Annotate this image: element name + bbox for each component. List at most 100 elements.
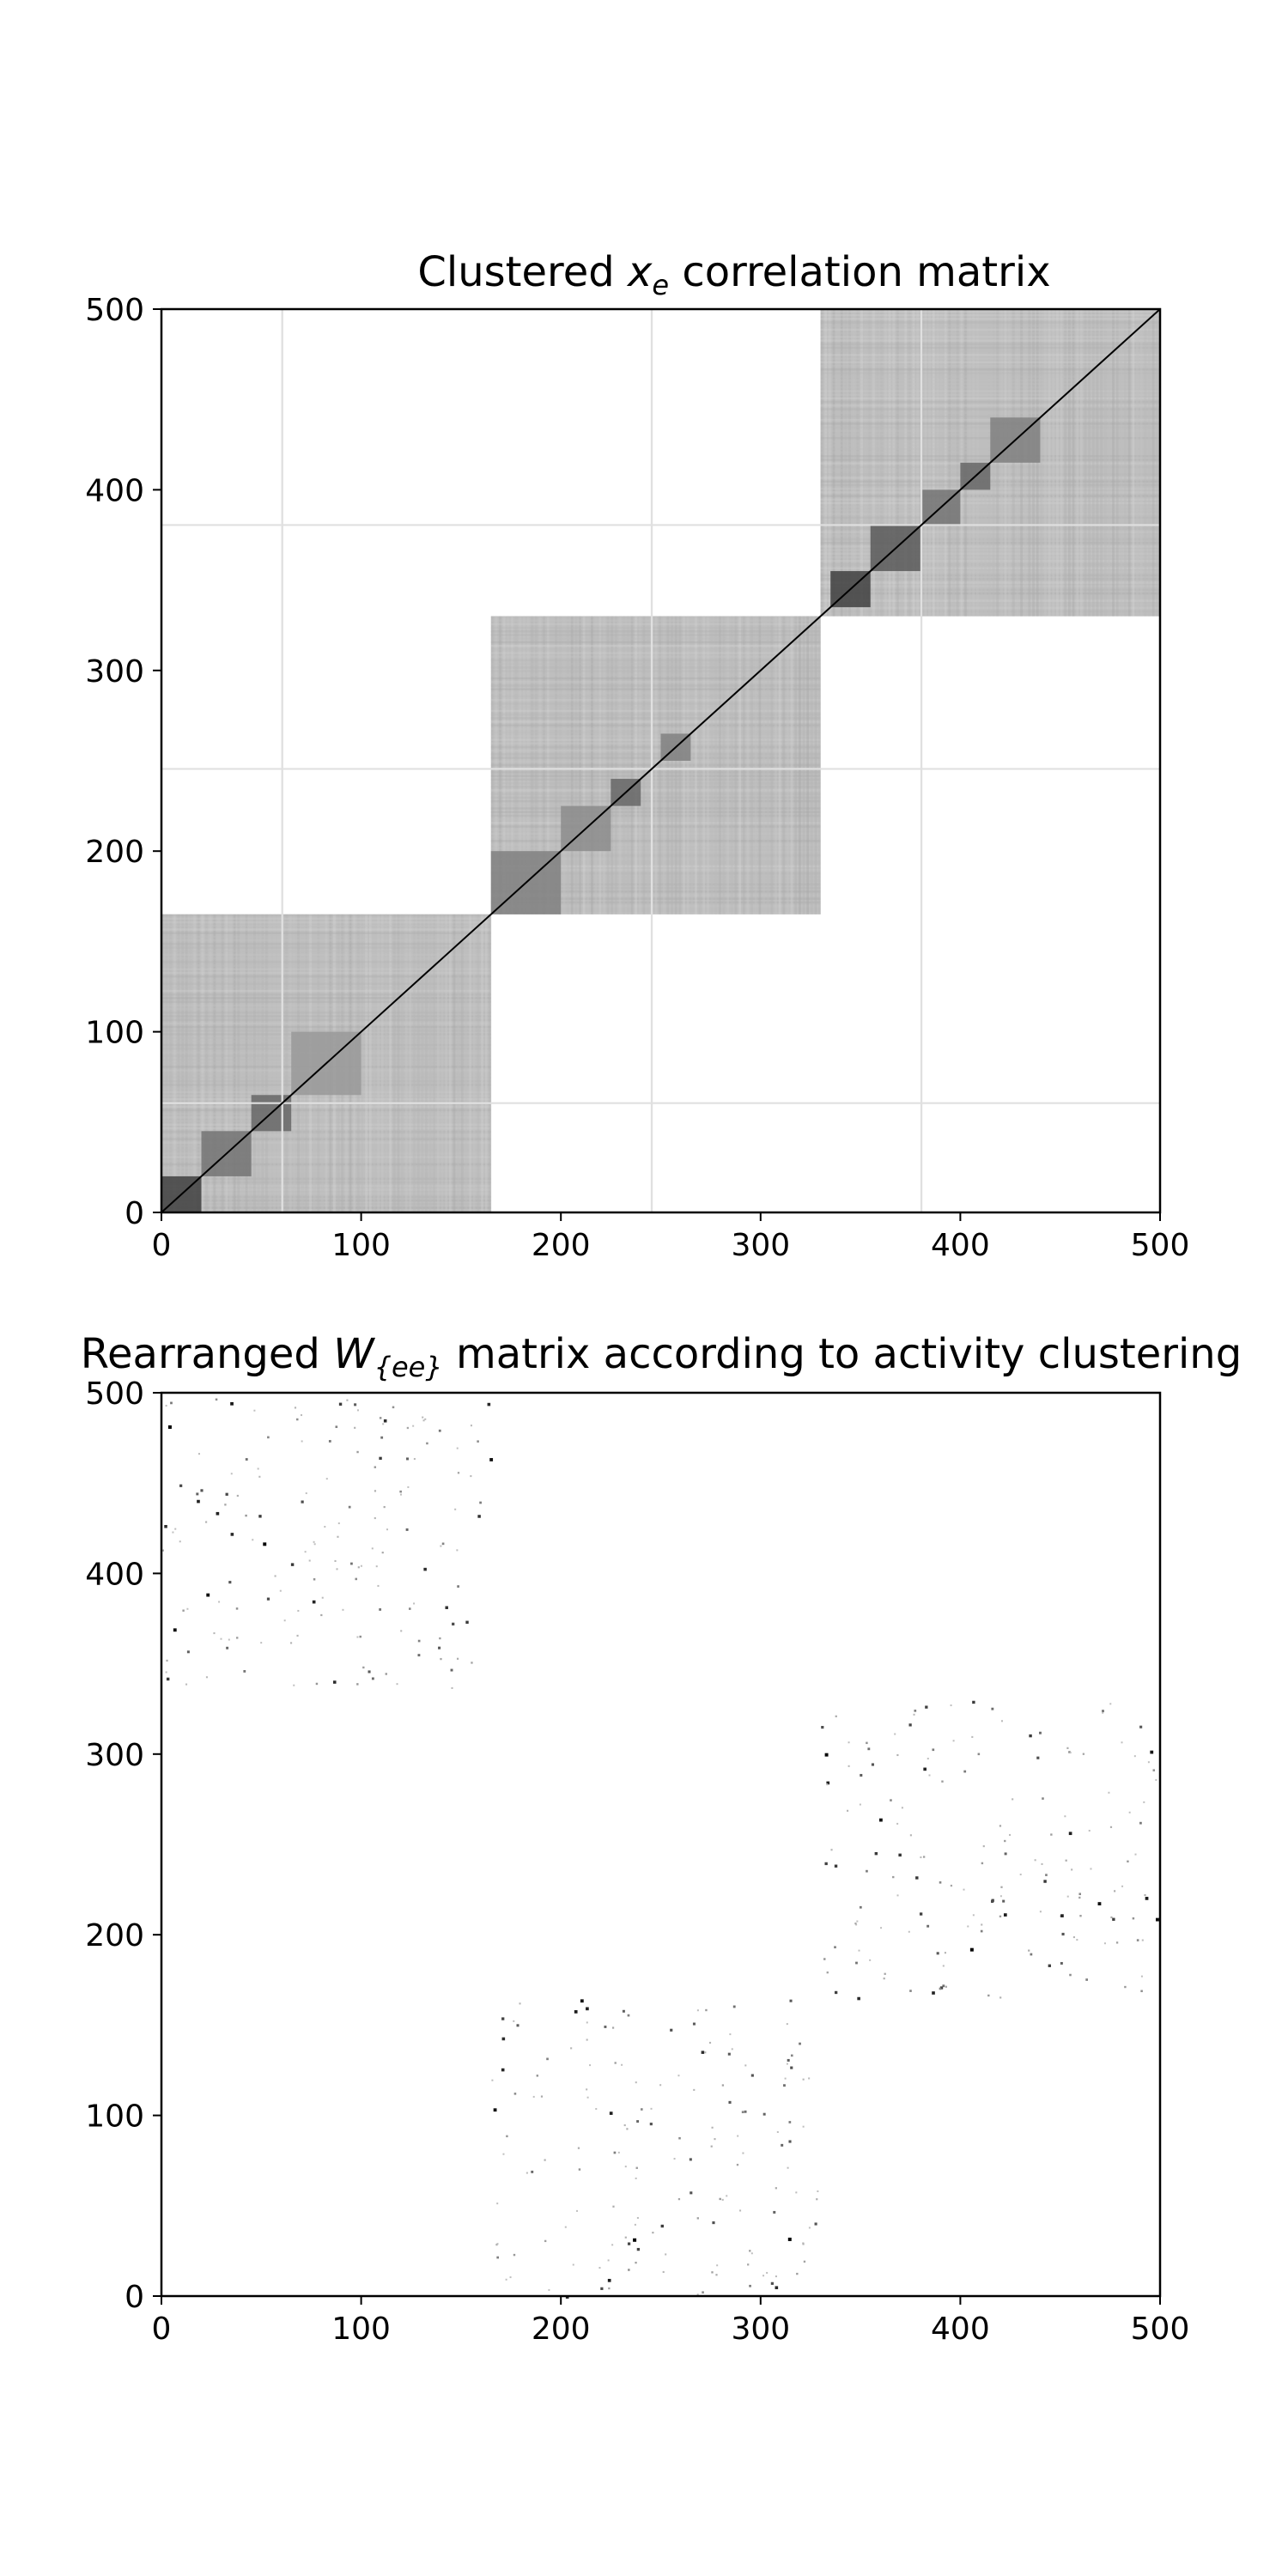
texture-stripe — [440, 914, 444, 1212]
weight-dot — [321, 1596, 324, 1599]
texture-stripe — [161, 979, 491, 981]
weight-dot — [677, 2197, 681, 2201]
texture-stripe — [562, 616, 566, 914]
weight-dot — [1071, 1868, 1073, 1871]
weight-dot — [635, 2166, 638, 2169]
weight-dot — [963, 1888, 965, 1891]
weight-dot — [1034, 1859, 1036, 1862]
weight-dot — [611, 2244, 614, 2246]
chart-2-axes: 0 100 200 300 400 500 0 100 200 300 400 500 — [85, 1376, 1189, 2347]
texture-stripe — [225, 914, 228, 1212]
weight-dot — [228, 1581, 232, 1584]
texture-stripe — [606, 616, 610, 914]
texture-stripe — [368, 914, 372, 1212]
texture-stripe — [820, 563, 1160, 566]
weight-dot — [808, 2227, 811, 2229]
texture-stripe — [490, 886, 821, 890]
weight-dot — [1156, 1917, 1159, 1922]
texture-stripe — [161, 1148, 491, 1151]
weight-dot — [866, 1741, 868, 1745]
texture-stripe — [161, 1127, 491, 1130]
texture-stripe — [820, 411, 1160, 415]
weight-dot — [379, 1608, 382, 1611]
weight-dot — [301, 1500, 304, 1504]
texture-stripe — [161, 1203, 491, 1206]
weight-dot — [977, 1753, 981, 1756]
texture-stripe — [490, 756, 821, 759]
weight-dot — [990, 1899, 994, 1904]
weight-dot — [501, 2017, 505, 2020]
weight-dot — [775, 2286, 779, 2290]
texture-stripe — [519, 616, 522, 914]
weight-dot — [471, 1662, 473, 1664]
weight-dot — [1112, 1917, 1115, 1921]
weight-dot — [824, 1862, 828, 1866]
weight-dot — [775, 2187, 777, 2190]
texture-stripe — [161, 1145, 491, 1148]
weight-dot — [1000, 1720, 1003, 1722]
weight-dot — [1028, 1949, 1030, 1952]
weight-dot — [357, 1566, 360, 1569]
weight-dot — [371, 1547, 374, 1550]
weight-dot — [913, 1713, 915, 1716]
weight-dot — [438, 1646, 441, 1649]
texture-stripe — [1151, 309, 1155, 617]
weight-dot — [857, 1996, 860, 2001]
texture-stripe — [820, 556, 1160, 559]
texture-stripe — [428, 914, 432, 1212]
texture-stripe — [241, 914, 244, 1212]
texture-stripe — [161, 1112, 491, 1115]
weight-dot — [896, 1894, 899, 1897]
texture-stripe — [820, 393, 1160, 396]
weight-dot — [294, 1406, 297, 1409]
weight-dot — [1003, 1913, 1007, 1917]
weight-dot — [532, 2095, 535, 2098]
weight-dot — [987, 1994, 990, 1997]
texture-stripe — [161, 982, 491, 985]
texture-stripe — [161, 1134, 491, 1137]
weight-dot — [197, 1453, 201, 1455]
weight-dot — [1043, 1880, 1047, 1883]
weight-dot — [173, 1628, 177, 1632]
weight-dot — [1114, 1890, 1116, 1893]
weight-dot — [614, 2062, 617, 2064]
weight-dot — [457, 1472, 460, 1474]
weight-dot — [334, 1559, 337, 1563]
texture-stripe — [490, 760, 821, 763]
weight-dot — [359, 1635, 361, 1638]
texture-stripe — [574, 616, 578, 914]
texture-stripe — [161, 1120, 491, 1122]
weight-dot — [305, 1492, 307, 1495]
texture-stripe — [490, 872, 821, 875]
weight-dot — [604, 2025, 607, 2028]
texture-stripe — [425, 914, 428, 1212]
weight-dot — [295, 1418, 299, 1421]
weight-dot — [690, 2191, 693, 2195]
weight-dot — [939, 1986, 944, 1990]
weight-dot — [692, 2022, 696, 2026]
texture-stripe — [161, 914, 491, 916]
weight-dot — [941, 1780, 944, 1783]
weight-dot — [981, 1923, 983, 1926]
weight-dot — [817, 2190, 819, 2192]
weight-dot — [165, 1405, 167, 1407]
texture-stripe — [490, 742, 821, 745]
weight-dot — [516, 2024, 519, 2027]
texture-stripe — [820, 382, 1160, 386]
weight-dot — [417, 1654, 421, 1657]
weight-dot — [304, 1551, 307, 1553]
weight-dot — [982, 1845, 985, 1848]
weight-dot — [711, 2126, 714, 2129]
weight-dot — [441, 1542, 445, 1546]
weight-dot — [1069, 1973, 1072, 1977]
texture-stripe — [490, 796, 821, 799]
texture-stripe — [916, 309, 920, 617]
texture-stripe — [820, 531, 1160, 533]
weight-dot — [236, 1637, 239, 1639]
texture-stripe — [1091, 309, 1095, 617]
weight-dot — [252, 1539, 254, 1541]
weight-dot — [220, 1637, 222, 1640]
weight-dot — [628, 2269, 630, 2271]
texture-stripe — [683, 616, 685, 914]
